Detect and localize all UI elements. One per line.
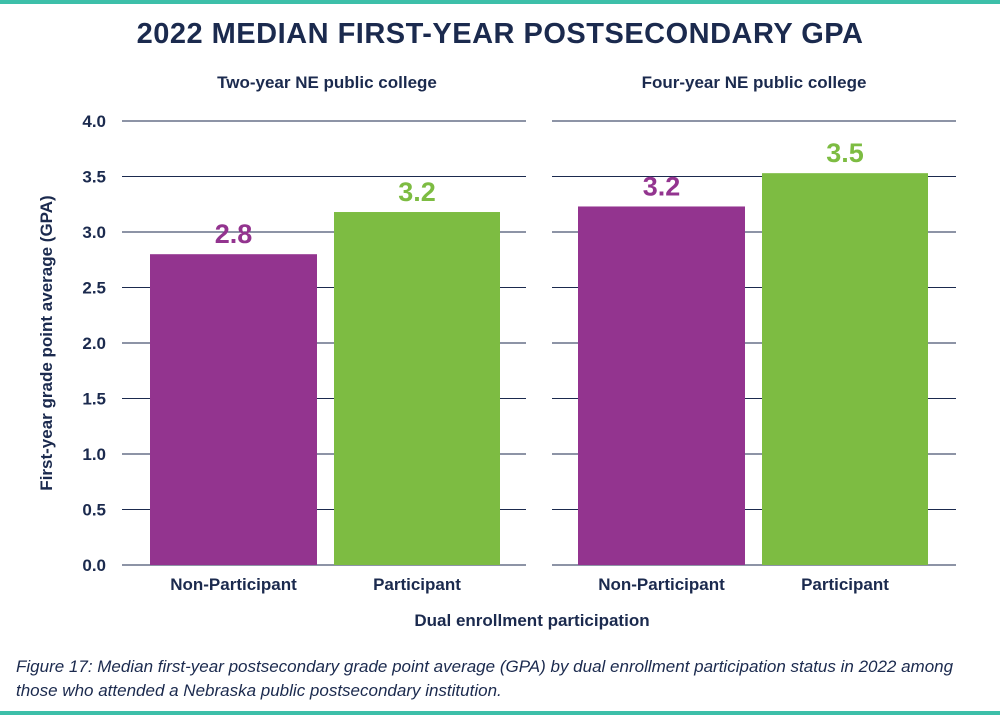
bar-participant bbox=[762, 173, 928, 566]
y-tick-label: 3.5 bbox=[82, 168, 106, 187]
bar-non-participant bbox=[578, 206, 745, 565]
chart-area: 0.0 0.5 1.0 1.5 2.0 2.5 3.0 3.5 4.0 First-year gr… bbox=[37, 73, 956, 630]
panel-title: Four-year NE public college bbox=[642, 73, 867, 92]
y-axis-label: First-year grade point average (GPA) bbox=[37, 195, 56, 490]
data-label: 3.5 bbox=[826, 138, 864, 168]
y-tick-label: 3.0 bbox=[82, 223, 106, 242]
y-tick-label: 0.0 bbox=[82, 556, 106, 575]
x-tick-label: Participant bbox=[373, 575, 461, 594]
y-tick-label: 2.0 bbox=[82, 334, 106, 353]
y-tick-label: 2.5 bbox=[82, 279, 106, 298]
bottom-accent-rule bbox=[0, 711, 1000, 715]
x-tick-label: Non-Participant bbox=[598, 575, 725, 594]
panel-title: Two-year NE public college bbox=[217, 73, 437, 92]
bar-participant bbox=[334, 212, 500, 565]
top-accent-rule bbox=[0, 0, 1000, 4]
y-tick-label: 1.0 bbox=[82, 445, 106, 464]
chart-title: 2022 MEDIAN FIRST-YEAR POSTSECONDARY GPA bbox=[136, 18, 864, 50]
bar-non-participant bbox=[150, 254, 317, 565]
data-label: 3.2 bbox=[398, 177, 436, 207]
y-tick-label: 4.0 bbox=[82, 112, 106, 131]
data-label: 2.8 bbox=[215, 219, 253, 249]
x-tick-label: Participant bbox=[801, 575, 889, 594]
y-tick-label: 1.5 bbox=[82, 390, 106, 409]
x-tick-label: Non-Participant bbox=[170, 575, 297, 594]
x-axis-label: Dual enrollment participation bbox=[414, 611, 649, 630]
figure-caption: Figure 17: Median first-year postseconda… bbox=[16, 657, 954, 700]
y-tick-label: 0.5 bbox=[82, 501, 106, 520]
data-label: 3.2 bbox=[643, 171, 681, 201]
